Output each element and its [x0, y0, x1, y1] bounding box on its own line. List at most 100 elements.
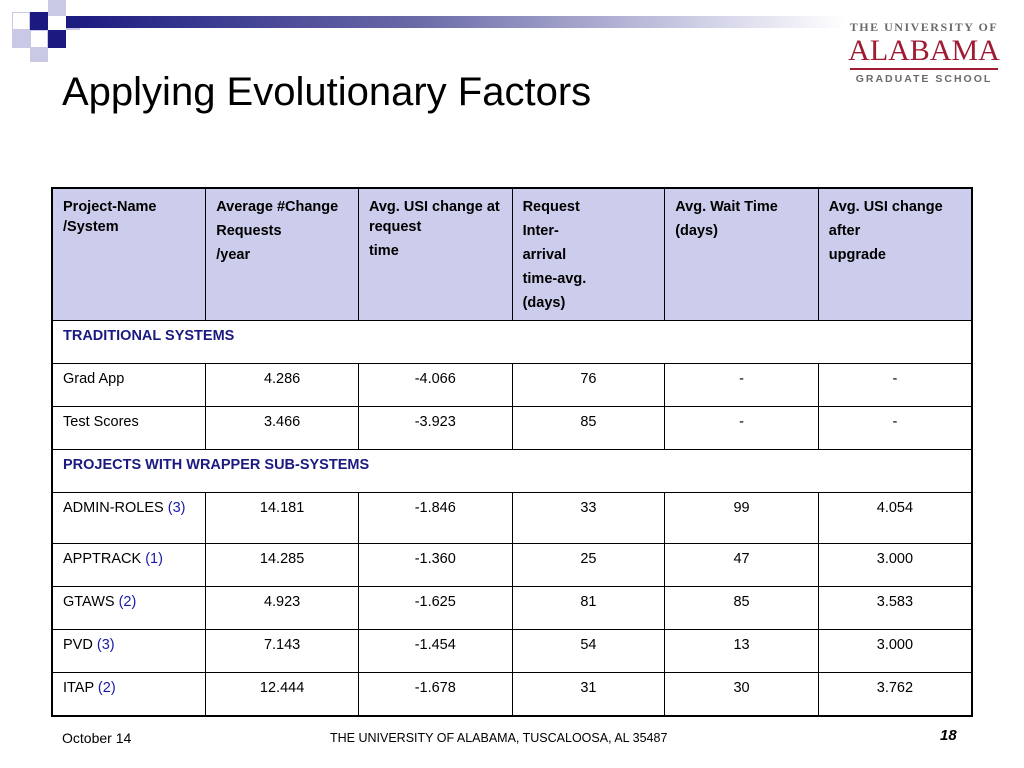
table-cell: 3.466: [205, 406, 359, 450]
project-reference: (3): [96, 637, 115, 653]
project-name-cell: Grad App: [51, 363, 207, 407]
table-row: ITAP (2) 12.444 -1.678 31 30 3.762: [51, 672, 973, 717]
table-cell: 30: [664, 672, 819, 717]
project-reference: (1): [145, 551, 163, 567]
table-cell: 4.286: [205, 363, 359, 407]
column-header: Avg. USI change after upgrade: [817, 187, 973, 321]
table-cell: 81: [511, 586, 666, 630]
table-cell: 4.923: [205, 586, 359, 630]
column-header: Average #Change Requests/year: [205, 187, 359, 321]
table-cell: 47: [664, 543, 819, 587]
column-header-line: Average #Change: [216, 199, 339, 215]
project-name: ADMIN-ROLES: [63, 500, 164, 516]
table-cell: 33: [511, 492, 666, 544]
column-header-line: (days): [522, 295, 566, 311]
table-header-row: Project-Name /System Average #Change Reque…: [51, 187, 973, 321]
table-row: Test Scores 3.466 -3.923 85- -: [51, 406, 973, 450]
table-cell: 3.762: [817, 672, 973, 717]
table-row: Grad App 4.286 -4.066 76- -: [51, 363, 973, 407]
column-header-line: Requests: [216, 223, 282, 239]
table-cell: 76: [511, 363, 666, 407]
table-cell: 13: [664, 629, 819, 673]
project-reference: (2): [118, 594, 137, 610]
table-cell: 31: [511, 672, 666, 717]
project-name: Test Scores: [63, 414, 139, 430]
column-header: Avg. Wait Time (days): [664, 187, 819, 321]
project-name-cell: ITAP (2): [51, 672, 207, 717]
table-cell: -1.625: [357, 586, 513, 630]
table-row: ADMIN-ROLES (3) 14.181 -1.846 33 99 4.054: [51, 492, 973, 544]
project-name: Grad App: [63, 371, 125, 387]
table-cell: 54: [511, 629, 666, 673]
project-name-cell: Test Scores: [51, 406, 207, 450]
project-name-cell: ADMIN-ROLES (3): [51, 492, 207, 544]
table-cell: 7.143: [205, 629, 359, 673]
project-reference: (3): [167, 500, 186, 516]
column-header: Project-Name /System: [51, 187, 207, 321]
table-cell: 4.054: [817, 492, 973, 544]
table-cell: 25: [511, 543, 666, 587]
decor-square: [12, 12, 30, 30]
table-cell: -: [664, 363, 819, 407]
decor-square: [48, 0, 66, 16]
table-cell: -: [664, 406, 819, 450]
footer-date: October 14: [62, 730, 132, 746]
project-name-cell: GTAWS (2): [51, 586, 207, 630]
table-cell: 99: [664, 492, 819, 544]
university-logo: THE UNIVERSITY OF ALABAMA GRADUATE SCHOO…: [848, 20, 1000, 92]
column-header-line: Avg. USI change: [828, 199, 943, 215]
project-name: PVD: [63, 637, 93, 653]
table-cell: 14.285: [205, 543, 359, 587]
table-cell: 85: [664, 586, 819, 630]
footer-institution: THE UNIVERSITY OF ALABAMA, TUSCALOOSA, A…: [330, 731, 668, 745]
table-cell: -1.678: [357, 672, 513, 717]
column-header-line: Avg. USI change at request: [368, 199, 500, 235]
table-row: GTAWS (2) 4.923 -1.625 81 85 3.583: [51, 586, 973, 630]
section-label: PROJECTS WITH WRAPPER SUB-SYSTEMS: [51, 449, 973, 493]
decor-square: [12, 30, 30, 48]
column-header-line: /year: [216, 247, 251, 263]
project-name: APPTRACK: [63, 551, 142, 567]
decor-square: [30, 30, 48, 48]
project-name-cell: PVD (3): [51, 629, 207, 673]
table-cell: 3.000: [817, 543, 973, 587]
column-header: Request Inter-arrival time-avg. (days): [511, 187, 666, 321]
decor-square: [30, 48, 48, 62]
column-header-line: time-avg.: [522, 271, 587, 287]
table-row: APPTRACK (1) 14.285 -1.360 25 47 3.000: [51, 543, 973, 587]
project-reference: (2): [97, 680, 116, 696]
column-header: Avg. USI change at request time: [357, 187, 513, 321]
header-gradient-bar: [66, 16, 846, 28]
table-cell: -1.846: [357, 492, 513, 544]
column-header-line: Avg. Wait Time: [675, 199, 778, 215]
table-cell: 3.583: [817, 586, 973, 630]
page-number: 18: [940, 727, 957, 744]
table-cell: -3.923: [357, 406, 513, 450]
table-row: PVD (3) 7.143 -1.454 54 13 3.000: [51, 629, 973, 673]
table-cell: -: [817, 363, 973, 407]
project-name: ITAP: [63, 680, 94, 696]
column-header-line: (days): [675, 223, 718, 239]
column-header-line: arrival: [522, 247, 567, 263]
logo-line-3: GRADUATE SCHOOL: [855, 73, 993, 85]
column-header-line: Project-Name /System: [63, 199, 157, 235]
column-header-line: Request: [522, 199, 580, 215]
column-header-line: Inter-: [522, 223, 559, 239]
data-table: Project-Name /System Average #Change Reque…: [51, 187, 973, 717]
logo-line-2: ALABAMA: [848, 34, 1000, 67]
project-name-cell: APPTRACK (1): [51, 543, 207, 587]
decor-square: [48, 30, 66, 48]
table-cell: 14.181: [205, 492, 359, 544]
column-header-line: time: [368, 243, 399, 259]
table-cell: -1.360: [357, 543, 513, 587]
section-row: TRADITIONAL SYSTEMS: [51, 320, 973, 364]
table-cell: -1.454: [357, 629, 513, 673]
table-cell: -: [817, 406, 973, 450]
table-cell: 12.444: [205, 672, 359, 717]
table-cell: 3.000: [817, 629, 973, 673]
column-header-line: after: [828, 223, 861, 239]
slide-title: Applying Evolutionary Factors: [62, 70, 592, 114]
logo-line-1: THE UNIVERSITY OF: [849, 20, 999, 34]
section-label: TRADITIONAL SYSTEMS: [51, 320, 973, 364]
table-cell: 85: [511, 406, 666, 450]
